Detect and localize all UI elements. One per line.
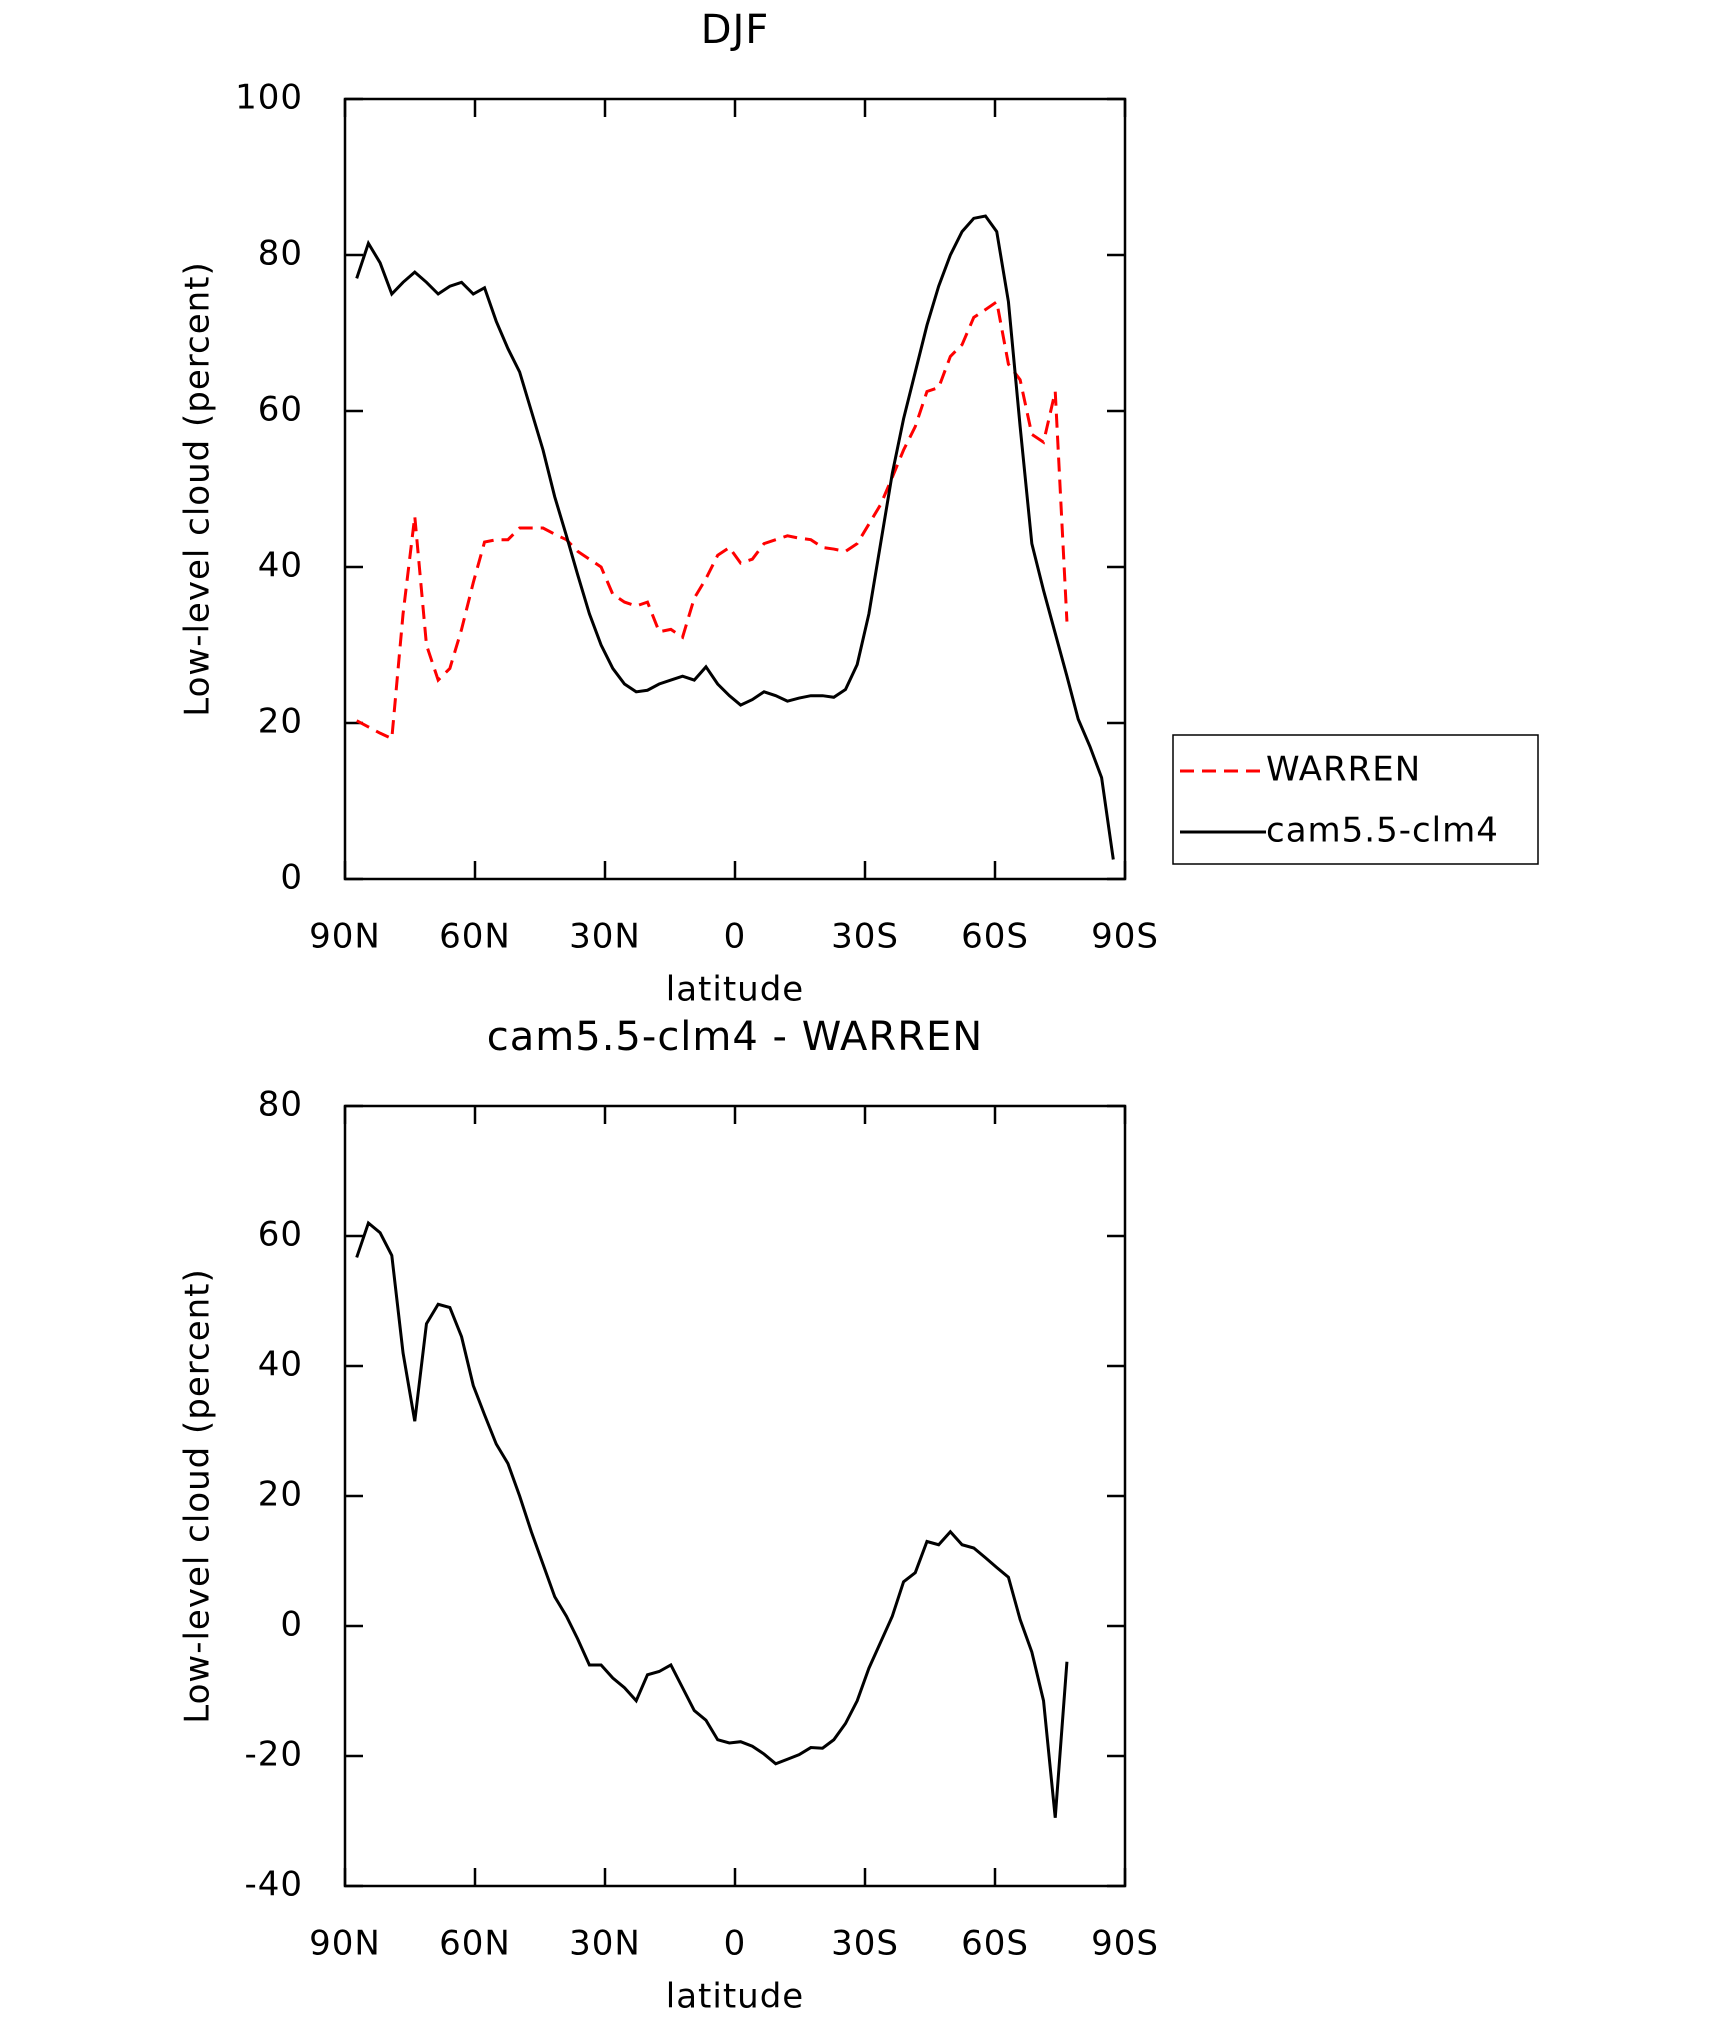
x-axis-label: latitude bbox=[666, 1977, 804, 2017]
y-tick-label: 80 bbox=[258, 234, 303, 274]
y-tick-label: 40 bbox=[258, 1345, 303, 1385]
y-tick-label: -40 bbox=[244, 1865, 303, 1905]
x-tick-label: 0 bbox=[724, 917, 747, 957]
x-tick-label: 60S bbox=[961, 917, 1029, 957]
y-tick-label: 40 bbox=[258, 546, 303, 586]
y-tick-label: 60 bbox=[258, 390, 303, 430]
y-tick-label: 20 bbox=[258, 1475, 303, 1515]
legend-label: cam5.5-clm4 bbox=[1266, 811, 1499, 851]
x-tick-label: 90N bbox=[309, 917, 381, 957]
y-tick-label: 0 bbox=[280, 858, 303, 898]
y-tick-label: 80 bbox=[258, 1085, 303, 1125]
y-tick-label: 20 bbox=[258, 702, 303, 742]
x-tick-label: 30N bbox=[569, 1924, 641, 1964]
chart-title: DJF bbox=[701, 7, 770, 53]
plot-frame bbox=[343, 97, 1127, 881]
y-axis-label: Low-level cloud (percent) bbox=[178, 261, 218, 717]
y-tick-label: 0 bbox=[280, 1605, 303, 1645]
y-tick-label: 100 bbox=[235, 78, 303, 118]
legend-label: WARREN bbox=[1266, 750, 1421, 790]
x-tick-label: 30N bbox=[569, 917, 641, 957]
y-tick-label: 60 bbox=[258, 1215, 303, 1255]
x-tick-label: 60N bbox=[439, 1924, 511, 1964]
legend-box bbox=[1172, 734, 1539, 865]
x-tick-label: 30S bbox=[831, 917, 899, 957]
x-tick-label: 0 bbox=[724, 1924, 747, 1964]
x-tick-label: 60N bbox=[439, 917, 511, 957]
x-tick-label: 60S bbox=[961, 1924, 1029, 1964]
data-line bbox=[355, 1220, 1069, 1818]
x-tick-label: 90S bbox=[1091, 917, 1159, 957]
y-axis-label: Low-level cloud (percent) bbox=[178, 1268, 218, 1724]
y-tick-label: -20 bbox=[244, 1735, 303, 1775]
plot-frame bbox=[343, 1104, 1127, 1888]
x-tick-label: 30S bbox=[831, 1924, 899, 1964]
x-axis-label: latitude bbox=[666, 970, 804, 1010]
x-tick-label: 90S bbox=[1091, 1924, 1159, 1964]
data-line bbox=[355, 214, 1115, 860]
x-tick-label: 90N bbox=[309, 1924, 381, 1964]
data-line bbox=[355, 299, 1069, 741]
chart-title: cam5.5-clm4 - WARREN bbox=[487, 1014, 983, 1060]
